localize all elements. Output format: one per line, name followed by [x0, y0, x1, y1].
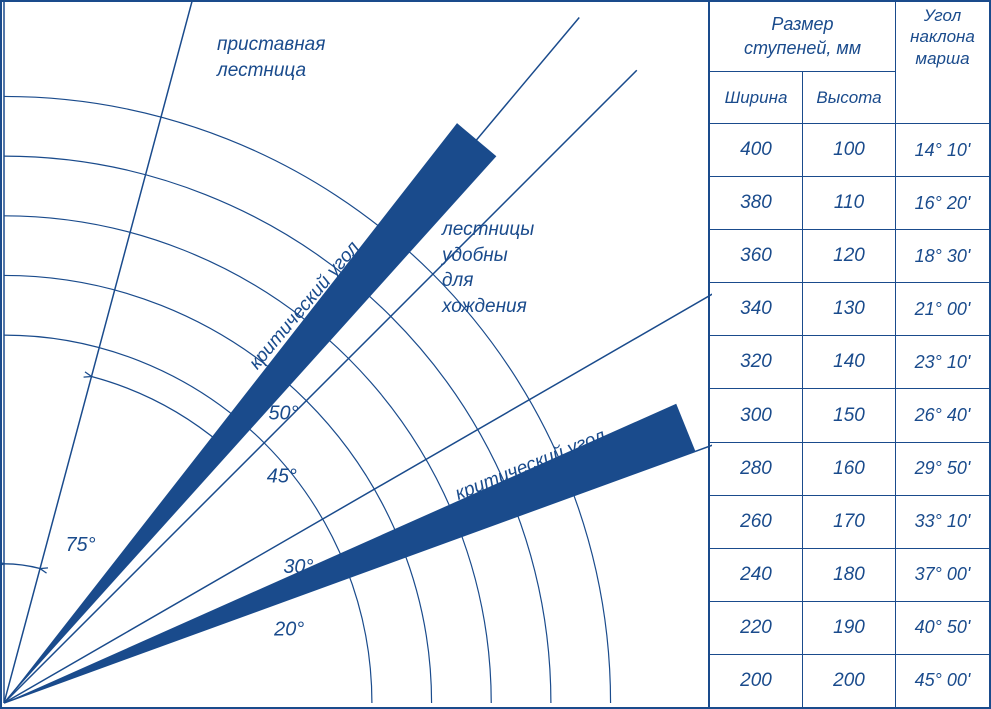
cell-angle: 14° 10' [896, 124, 989, 176]
cell-height: 110 [803, 177, 896, 229]
cell-angle: 29° 50' [896, 443, 989, 495]
angle-diagram: 20°30°45°50°75°критический уголкритическ… [2, 2, 712, 707]
cell-height: 170 [803, 496, 896, 548]
subheader-blank [896, 72, 989, 123]
cell-width: 400 [710, 124, 803, 176]
table-header-row: Размерступеней, мм Уголнаклонамарша [710, 2, 989, 72]
cell-width: 320 [710, 336, 803, 388]
svg-text:45°: 45° [267, 466, 297, 488]
label-comfortable: лестницыудобныдляхождения [442, 217, 534, 320]
table-row: 26017033° 10' [710, 496, 989, 549]
table-row: 32014023° 10' [710, 336, 989, 389]
cell-height: 160 [803, 443, 896, 495]
svg-text:20°: 20° [273, 619, 304, 641]
cell-width: 340 [710, 283, 803, 335]
cell-angle: 18° 30' [896, 230, 989, 282]
cell-height: 140 [803, 336, 896, 388]
subheader-height: Высота [803, 72, 896, 123]
cell-width: 260 [710, 496, 803, 548]
cell-width: 220 [710, 602, 803, 654]
table-row: 24018037° 00' [710, 549, 989, 602]
header-step-size: Размерступеней, мм [710, 2, 896, 72]
table-row: 22019040° 50' [710, 602, 989, 655]
cell-angle: 21° 00' [896, 283, 989, 335]
table-row: 20020045° 00' [710, 655, 989, 707]
table-row: 34013021° 00' [710, 283, 989, 336]
cell-width: 240 [710, 549, 803, 601]
cell-height: 180 [803, 549, 896, 601]
cell-angle: 45° 00' [896, 655, 989, 707]
svg-text:50°: 50° [268, 402, 298, 424]
table-row: 36012018° 30' [710, 230, 989, 283]
cell-angle: 16° 20' [896, 177, 989, 229]
table-row: 28016029° 50' [710, 443, 989, 496]
cell-angle: 33° 10' [896, 496, 989, 548]
cell-width: 280 [710, 443, 803, 495]
table-row: 40010014° 10' [710, 124, 989, 177]
cell-height: 100 [803, 124, 896, 176]
cell-height: 190 [803, 602, 896, 654]
cell-width: 200 [710, 655, 803, 707]
label-ladder: приставнаялестница [217, 32, 325, 83]
cell-angle: 23° 10' [896, 336, 989, 388]
cell-angle: 26° 40' [896, 389, 989, 441]
svg-text:75°: 75° [65, 534, 95, 556]
cell-height: 130 [803, 283, 896, 335]
svg-text:30°: 30° [283, 556, 313, 578]
cell-width: 300 [710, 389, 803, 441]
cell-width: 380 [710, 177, 803, 229]
table-row: 38011016° 20' [710, 177, 989, 230]
table-body: 40010014° 10'38011016° 20'36012018° 30'3… [710, 124, 989, 707]
cell-width: 360 [710, 230, 803, 282]
cell-angle: 37° 00' [896, 549, 989, 601]
cell-height: 200 [803, 655, 896, 707]
cell-height: 150 [803, 389, 896, 441]
cell-angle: 40° 50' [896, 602, 989, 654]
table-row: 30015026° 40' [710, 389, 989, 442]
table-subheader-row: Ширина Высота [710, 72, 989, 124]
subheader-width: Ширина [710, 72, 803, 123]
stair-angle-infographic: 20°30°45°50°75°критический уголкритическ… [0, 0, 991, 709]
header-angle: Уголнаклонамарша [896, 2, 989, 72]
cell-height: 120 [803, 230, 896, 282]
step-size-table: Размерступеней, мм Уголнаклонамарша Шири… [708, 2, 989, 707]
